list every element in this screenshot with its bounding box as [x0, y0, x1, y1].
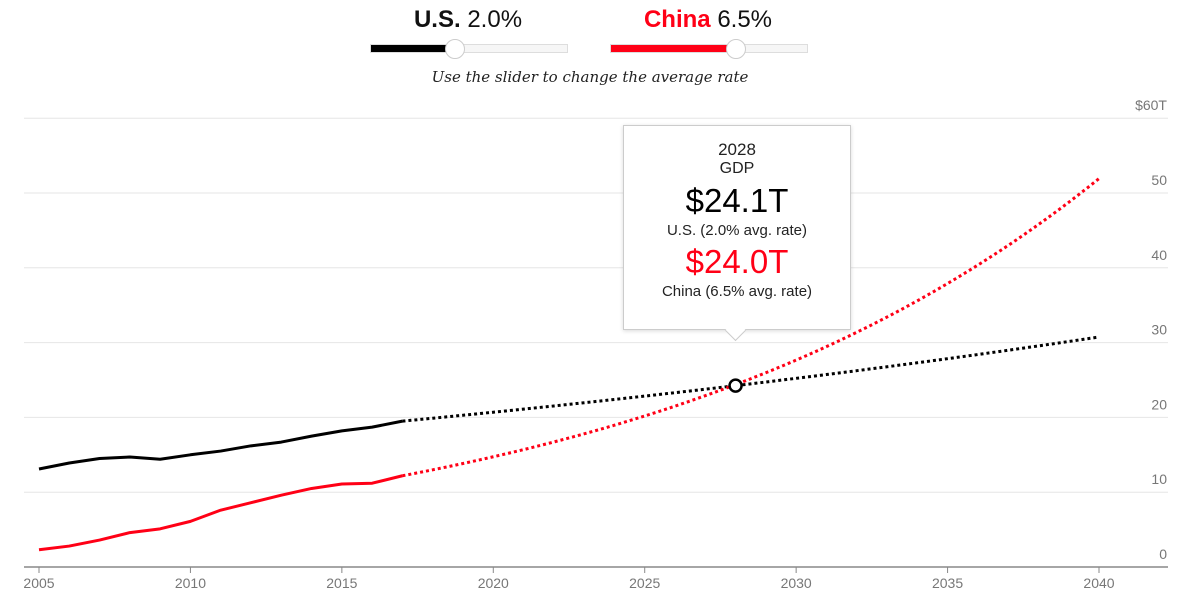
- crossover-marker: [728, 378, 743, 393]
- y-tick-label: $60T: [1135, 97, 1167, 113]
- y-tick-label: 30: [1151, 322, 1167, 338]
- tooltip: 2028 GDP $24.1T U.S. (2.0% avg. rate) $2…: [623, 125, 851, 330]
- tooltip-year: 2028: [718, 140, 756, 159]
- china-rate: 6.5%: [717, 6, 773, 33]
- china-rate-slider[interactable]: [610, 39, 808, 59]
- projection-line-china: [402, 177, 1100, 478]
- us-label: U.S.: [413, 6, 461, 33]
- tooltip-us-label: U.S. (2.0% avg. rate): [666, 222, 808, 239]
- china-slider-fill: [611, 45, 737, 52]
- y-tick-label: 50: [1151, 172, 1167, 188]
- tooltip-metric: GDP: [719, 160, 755, 177]
- us-rate-slider[interactable]: [370, 39, 568, 59]
- y-tick-label: 20: [1151, 396, 1167, 412]
- us-slider-thumb[interactable]: [445, 39, 466, 59]
- us-rate-title: U.S. 2.0%: [358, 6, 578, 34]
- china-slider-thumb[interactable]: [726, 39, 747, 59]
- us-rate: 2.0%: [467, 6, 523, 33]
- y-tick-label: 0: [1159, 546, 1167, 562]
- tooltip-china-value: $24.0T: [685, 243, 789, 280]
- china-label: China: [643, 6, 711, 33]
- x-tick-label: 2010: [175, 575, 206, 591]
- x-tick-label: 2040: [1083, 575, 1114, 591]
- historical-line-us: [38, 419, 403, 471]
- tooltip-china-label: China (6.5% avg. rate): [661, 283, 813, 300]
- x-tick-label: 2020: [478, 575, 509, 591]
- projection-line-us: [402, 335, 1100, 423]
- x-tick-label: 2005: [23, 575, 54, 591]
- x-tick-label: 2025: [629, 575, 660, 591]
- china-rate-title: China 6.5%: [598, 6, 818, 34]
- us-slider-fill: [371, 45, 456, 52]
- slider-hint: Use the slider to change the average rat…: [431, 68, 749, 86]
- x-tick-label: 2015: [326, 575, 357, 591]
- x-tick-label: 2030: [781, 575, 812, 591]
- y-tick-label: 40: [1151, 247, 1167, 263]
- tooltip-us-value: $24.1T: [685, 182, 789, 219]
- x-tick-label: 2035: [932, 575, 963, 591]
- historical-line-china: [38, 474, 403, 552]
- y-tick-label: 10: [1151, 471, 1167, 487]
